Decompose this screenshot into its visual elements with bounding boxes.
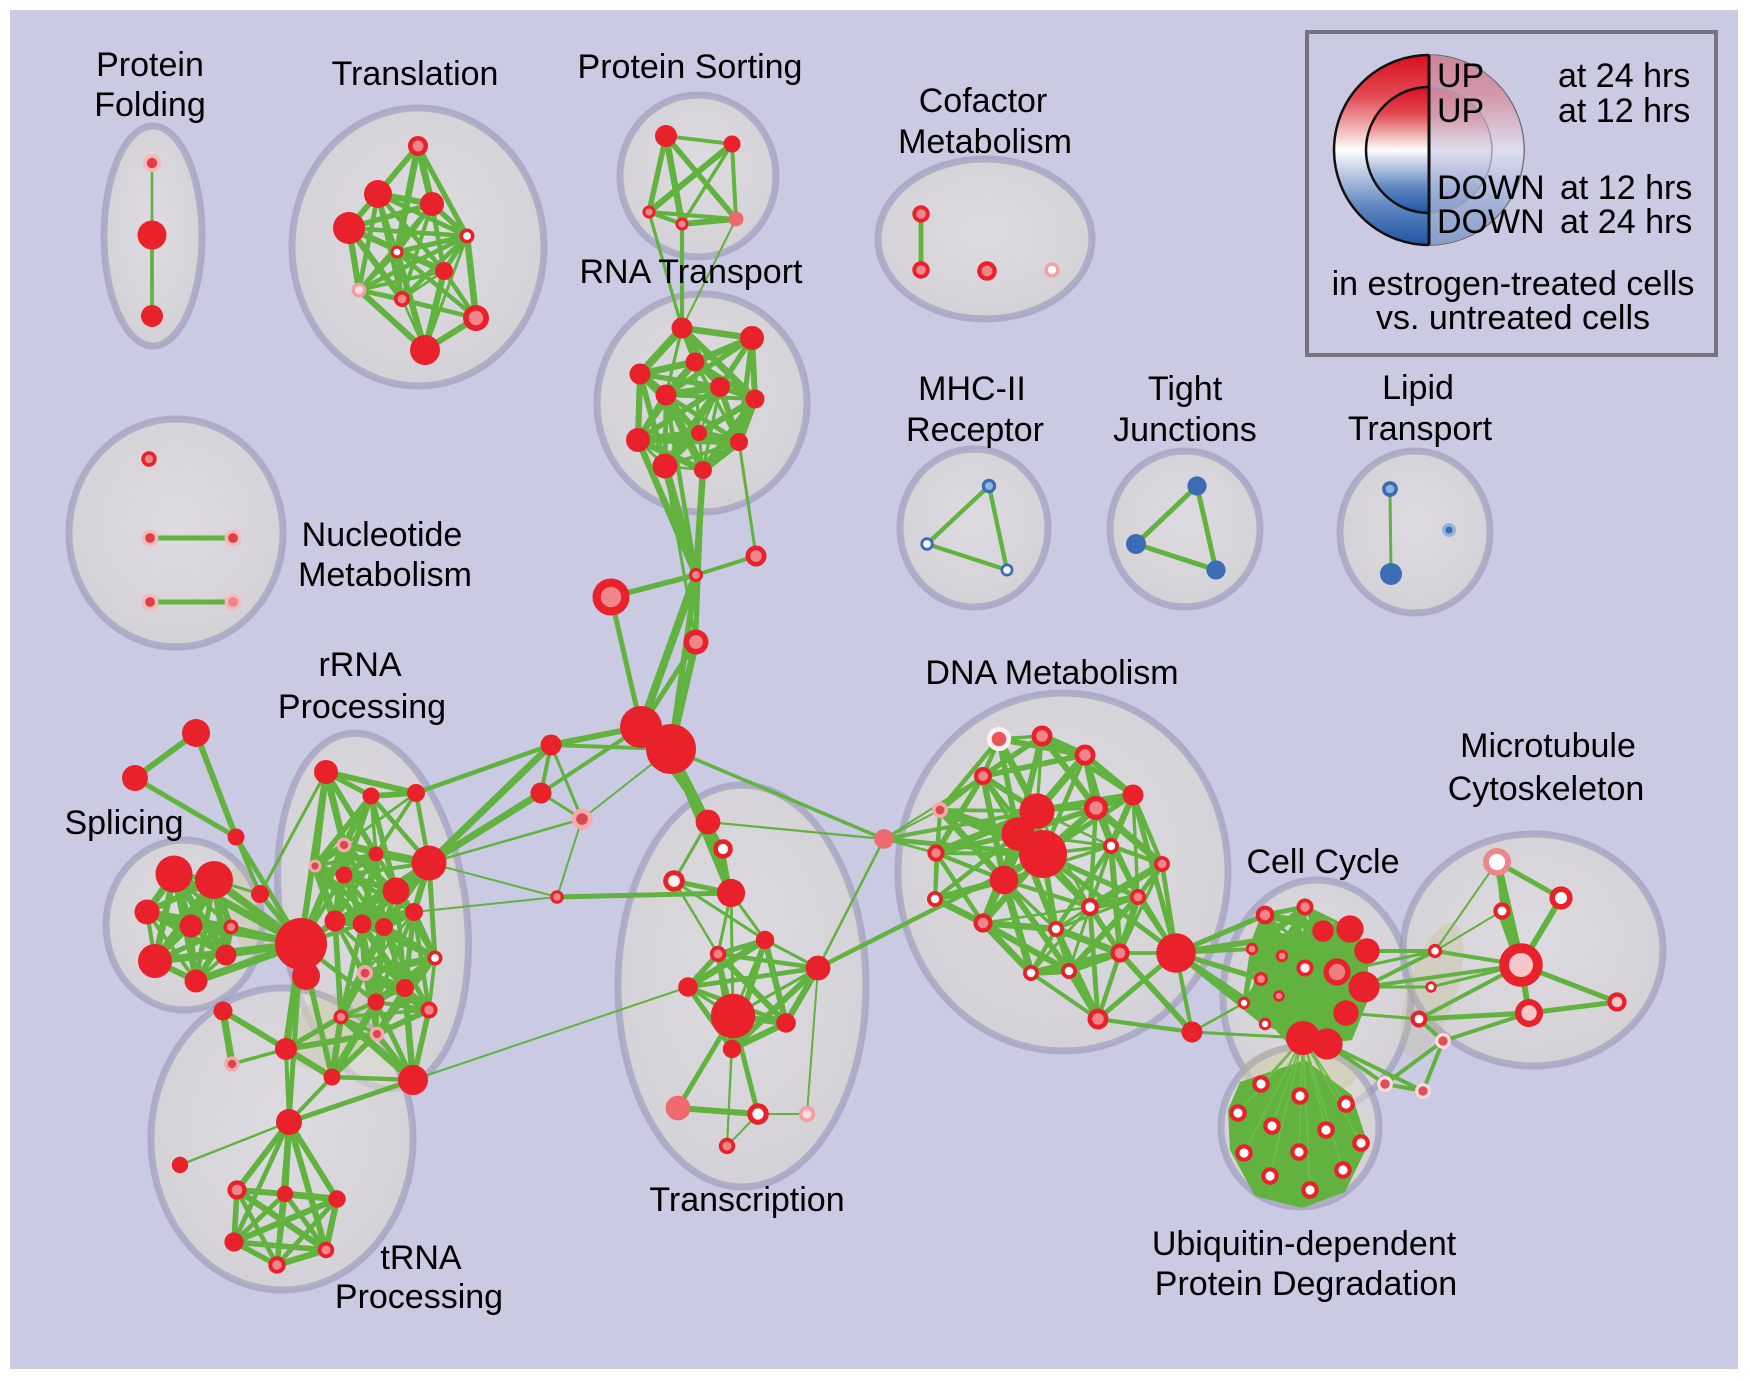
svg-text:Microtubule: Microtubule (1460, 727, 1636, 765)
svg-text:Transport: Transport (1348, 410, 1493, 448)
svg-text:Lipid: Lipid (1382, 369, 1454, 407)
svg-text:Cytoskeleton: Cytoskeleton (1448, 770, 1645, 808)
svg-text:at 12 hrs: at 12 hrs (1558, 92, 1690, 130)
svg-text:Cofactor: Cofactor (919, 82, 1048, 120)
svg-text:Nucleotide: Nucleotide (302, 516, 463, 554)
svg-text:Translation: Translation (332, 55, 499, 93)
svg-text:vs. untreated cells: vs. untreated cells (1376, 299, 1650, 337)
svg-text:Protein Sorting: Protein Sorting (578, 48, 803, 86)
svg-text:Ubiquitin-dependent: Ubiquitin-dependent (1152, 1225, 1457, 1263)
svg-text:Cell Cycle: Cell Cycle (1246, 843, 1399, 881)
svg-text:Folding: Folding (94, 86, 206, 124)
svg-text:UP: UP (1437, 57, 1484, 95)
svg-text:in estrogen-treated cells: in estrogen-treated cells (1332, 265, 1695, 303)
svg-text:Protein Degradation: Protein Degradation (1155, 1265, 1457, 1303)
svg-text:RNA Transport: RNA Transport (580, 253, 804, 291)
svg-text:MHC-II: MHC-II (918, 370, 1026, 408)
svg-text:Splicing: Splicing (64, 804, 183, 842)
svg-text:DOWN: DOWN (1437, 169, 1545, 207)
svg-text:Tight: Tight (1148, 370, 1223, 408)
svg-text:UP: UP (1437, 92, 1484, 130)
svg-text:at 24 hrs: at 24 hrs (1560, 203, 1692, 241)
svg-text:Junctions: Junctions (1113, 411, 1257, 449)
svg-text:Protein: Protein (96, 46, 204, 84)
svg-text:DOWN: DOWN (1437, 203, 1545, 241)
svg-text:Metabolism: Metabolism (898, 123, 1072, 161)
svg-text:Transcription: Transcription (649, 1181, 844, 1219)
svg-text:Processing: Processing (335, 1278, 503, 1316)
svg-text:Metabolism: Metabolism (298, 556, 472, 594)
svg-text:at 24 hrs: at 24 hrs (1558, 57, 1690, 95)
svg-text:Receptor: Receptor (906, 411, 1044, 449)
svg-text:Processing: Processing (278, 688, 446, 726)
svg-text:rRNA: rRNA (318, 646, 401, 684)
svg-text:tRNA: tRNA (380, 1239, 462, 1277)
svg-text:at 12 hrs: at 12 hrs (1560, 169, 1692, 207)
svg-text:DNA Metabolism: DNA Metabolism (925, 654, 1178, 692)
